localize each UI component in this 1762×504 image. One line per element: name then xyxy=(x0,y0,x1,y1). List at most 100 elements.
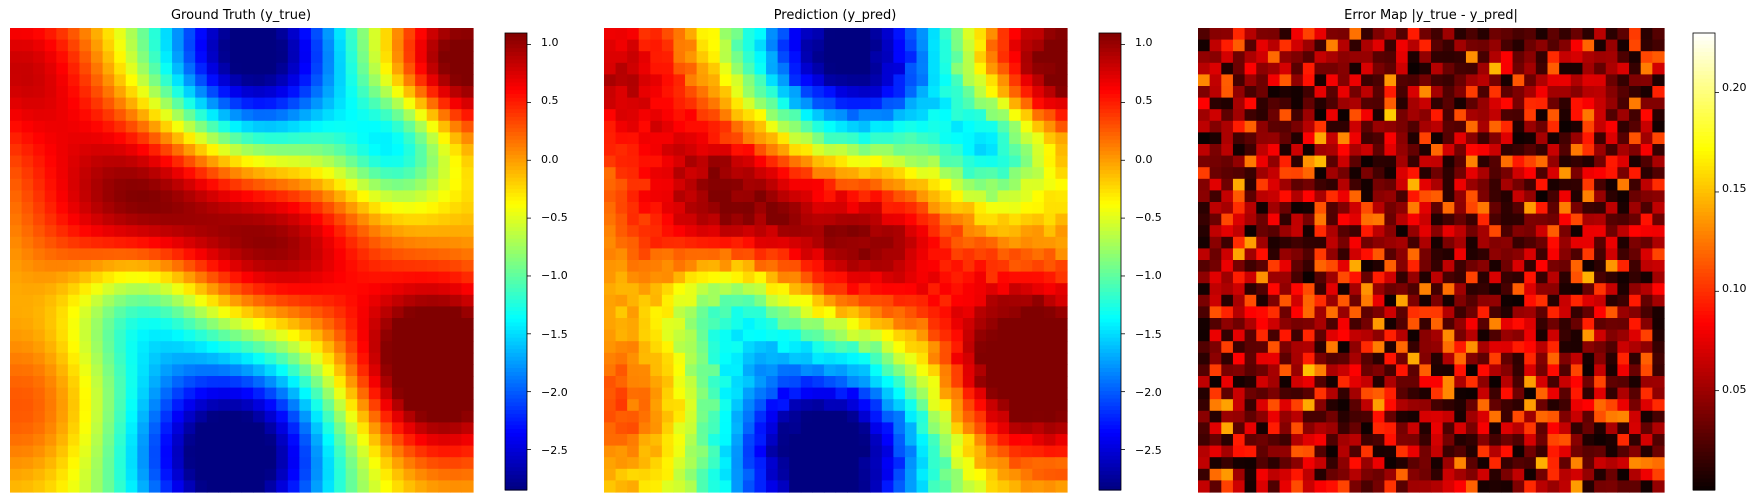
heatmap-cell xyxy=(380,283,393,296)
heatmap-cell xyxy=(1524,341,1537,354)
heatmap-cell xyxy=(800,236,813,249)
colorbar-segment xyxy=(505,421,527,426)
heatmap-cell xyxy=(461,468,474,481)
heatmap-cell xyxy=(1640,86,1653,99)
heatmap-cell xyxy=(881,167,894,180)
heatmap-cell xyxy=(1020,167,1033,180)
heatmap-cell xyxy=(1570,167,1584,180)
heatmap-cell xyxy=(160,387,173,400)
heatmap-cell xyxy=(1454,28,1467,41)
colorbar-segment xyxy=(1099,478,1121,483)
heatmap-cell xyxy=(812,132,825,145)
heatmap-cell xyxy=(1198,352,1211,365)
heatmap-cell xyxy=(812,457,825,470)
heatmap-cell xyxy=(102,318,115,331)
heatmap-cell xyxy=(1477,202,1490,215)
heatmap-cell xyxy=(904,422,918,435)
heatmap-cell xyxy=(322,109,335,122)
heatmap-cell xyxy=(102,329,115,342)
heatmap-cell xyxy=(114,318,127,331)
heatmap-cell xyxy=(264,329,277,342)
heatmap-cell xyxy=(183,260,196,273)
heatmap-cell xyxy=(1582,86,1595,99)
heatmap-cell xyxy=(1291,62,1304,75)
heatmap-cell xyxy=(195,434,208,447)
heatmap-cell xyxy=(345,457,358,470)
heatmap-cell xyxy=(1524,318,1537,331)
heatmap-cell xyxy=(1326,28,1339,41)
heatmap-cell xyxy=(1547,202,1560,215)
heatmap-cell xyxy=(218,236,231,249)
heatmap-cell xyxy=(893,109,906,122)
heatmap-cell xyxy=(137,410,150,423)
heatmap-cell xyxy=(1337,260,1351,273)
heatmap-cell xyxy=(160,62,173,75)
heatmap-cell xyxy=(916,457,929,470)
heatmap-cell xyxy=(1465,202,1479,215)
heatmap-cell xyxy=(1032,271,1045,284)
heatmap-cell xyxy=(800,109,813,122)
heatmap-cell xyxy=(125,225,138,238)
heatmap-cell xyxy=(650,422,663,435)
heatmap-cell xyxy=(928,341,941,354)
heatmap-cell xyxy=(962,399,975,412)
heatmap-cell xyxy=(754,167,767,180)
heatmap-cell xyxy=(1582,109,1595,122)
heatmap-cell xyxy=(357,445,370,458)
heatmap-cell xyxy=(1279,213,1292,226)
heatmap-cell xyxy=(823,248,837,261)
heatmap-cell xyxy=(1020,51,1033,64)
colorbar-segment xyxy=(1099,170,1121,175)
heatmap-cell xyxy=(777,97,790,110)
heatmap-cell xyxy=(1442,399,1455,412)
heatmap-cell xyxy=(1032,167,1045,180)
heatmap-cell xyxy=(847,329,860,342)
heatmap-cell xyxy=(1267,457,1281,470)
heatmap-cell xyxy=(1535,51,1549,64)
heatmap-cell xyxy=(638,167,651,180)
heatmap-cell xyxy=(962,294,975,307)
heatmap-cell xyxy=(1349,399,1362,412)
heatmap-cell xyxy=(881,410,894,423)
heatmap-cell xyxy=(627,294,640,307)
heatmap-cell xyxy=(615,155,628,168)
heatmap-cell xyxy=(1279,178,1292,191)
heatmap-cell xyxy=(696,155,709,168)
heatmap-cell xyxy=(858,329,871,342)
heatmap-cell xyxy=(114,86,127,99)
heatmap-cell xyxy=(754,51,767,64)
heatmap-cell xyxy=(1291,236,1304,249)
heatmap-cell xyxy=(137,468,150,481)
heatmap-cell xyxy=(604,457,617,470)
heatmap-cell xyxy=(1302,352,1316,365)
heatmap-cell xyxy=(368,468,381,481)
heatmap-cell xyxy=(1640,294,1653,307)
heatmap-cell xyxy=(67,178,81,191)
heatmap-cell xyxy=(1221,294,1234,307)
heatmap-cell xyxy=(1032,155,1045,168)
heatmap-cell xyxy=(904,480,918,493)
heatmap-cell xyxy=(287,202,300,215)
heatmap-cell xyxy=(1396,387,1409,400)
heatmap-cell xyxy=(322,155,335,168)
heatmap-cell xyxy=(1512,236,1525,249)
heatmap-cell xyxy=(1198,399,1211,412)
heatmap-cell xyxy=(766,352,779,365)
colorbar-segment xyxy=(505,349,527,354)
heatmap-cell xyxy=(44,155,57,168)
heatmap-cell xyxy=(33,387,46,400)
heatmap-cell xyxy=(56,109,69,122)
heatmap-cell xyxy=(985,39,999,52)
colorbar-segment xyxy=(505,78,527,84)
heatmap-cell xyxy=(380,364,393,377)
colorbar-segment xyxy=(505,93,527,99)
heatmap-cell xyxy=(1209,457,1222,470)
colorbar-segment xyxy=(1099,40,1121,46)
heatmap-cell xyxy=(928,294,941,307)
heatmap-cell xyxy=(1500,190,1514,203)
heatmap-cell xyxy=(1256,213,1269,226)
heatmap-cell xyxy=(1198,144,1211,157)
heatmap-cell xyxy=(777,457,790,470)
heatmap-cell xyxy=(893,306,906,319)
heatmap-cell xyxy=(1043,213,1057,226)
